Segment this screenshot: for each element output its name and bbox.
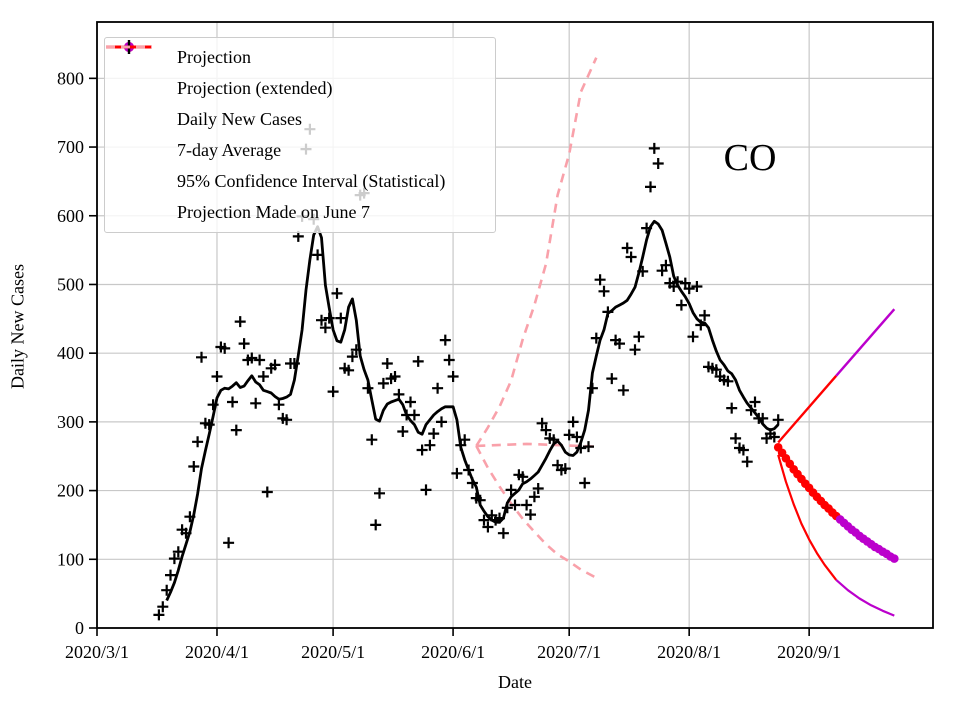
legend-entry: Daily New Cases	[105, 40, 495, 135]
legend-entry: 7-day Average	[105, 45, 495, 166]
ci-upper-line	[777, 375, 838, 444]
x-tick-label: 2020/8/1	[657, 642, 721, 662]
legend-entry-label: Projection (extended)	[177, 78, 333, 98]
legend-entry: Projection	[105, 42, 495, 73]
x-tick-label: 2020/6/1	[421, 642, 485, 662]
ci-lower-extended-line	[835, 579, 895, 617]
seven-day-average-line	[165, 219, 780, 602]
ci-upper-extended-line	[835, 308, 896, 377]
ci-lower-line	[777, 454, 838, 581]
legend-entry-label: 95% Confidence Interval (Statistical)	[177, 171, 446, 191]
state-annotation: CO	[723, 137, 777, 179]
legend-entry: 95% Confidence Interval (Statistical)	[105, 45, 495, 197]
x-tick-label: 2020/7/1	[537, 642, 601, 662]
x-tick-label: 2020/5/1	[301, 642, 365, 662]
x-tick-label: 2020/3/1	[65, 642, 129, 662]
projection-extended-dots	[890, 554, 899, 563]
y-tick-label: 700	[57, 137, 84, 157]
y-tick-label: 600	[57, 206, 84, 226]
y-axis-title: Daily New Cases	[7, 264, 28, 389]
y-tick-label: 0	[75, 618, 84, 638]
june7-projection-upper-line	[475, 57, 598, 447]
legend-entry-label: Projection Made on June 7	[177, 202, 370, 222]
y-tick-label: 200	[57, 481, 84, 501]
legend-entry: Projection Made on June 7	[105, 45, 495, 228]
legend-entry-label: Daily New Cases	[177, 109, 302, 129]
june7-projection-mid-line	[476, 442, 597, 448]
y-tick-label: 500	[57, 274, 84, 294]
y-tick-label: 300	[57, 412, 84, 432]
x-tick-label: 2020/9/1	[777, 642, 841, 662]
legend-entry-label: 7-day Average	[177, 140, 282, 160]
legend-entry-label: Projection	[177, 47, 251, 67]
legend: Projection Projection (extended) Daily New…	[104, 37, 496, 233]
y-tick-label: 100	[57, 549, 84, 569]
y-tick-label: 400	[57, 343, 84, 363]
y-tick-label: 800	[57, 68, 84, 88]
legend-entry: Projection (extended)	[105, 42, 495, 104]
x-axis-title: Date	[498, 672, 532, 692]
plot-border	[96, 21, 934, 629]
x-tick-label: 2020/4/1	[185, 642, 249, 662]
june7-projection-lower-line	[475, 445, 597, 579]
